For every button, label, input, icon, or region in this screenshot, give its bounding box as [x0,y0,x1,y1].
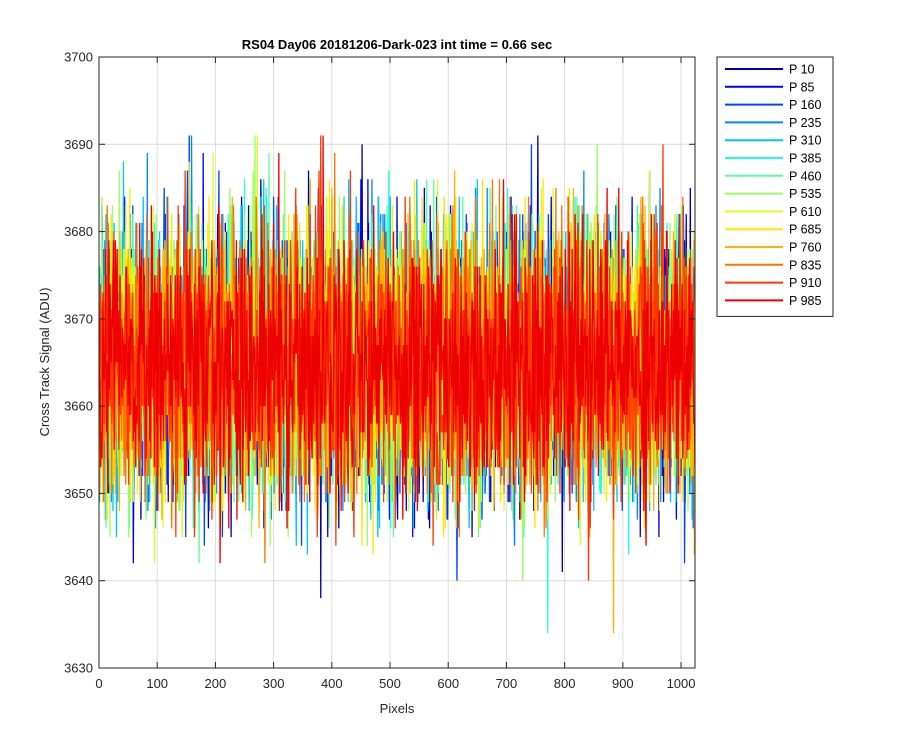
x-tick-label: 700 [496,676,518,691]
legend-label: P 235 [789,116,821,130]
y-tick-label: 3690 [64,137,93,152]
legend-label: P 985 [789,294,821,308]
y-tick-label: 3640 [64,573,93,588]
x-tick-label: 600 [437,676,459,691]
legend-label: P 460 [789,169,821,183]
series-line-p-985 [99,135,695,564]
axes-box [98,56,696,669]
legend-label: P 85 [789,80,815,94]
x-tick-label: 0 [95,676,102,691]
ticks: 0 100 200 300 400 500 600 700 800 900 1000 3630 3640… [64,50,695,692]
legend-label: P 10 [789,63,815,77]
x-tick-label: 800 [554,676,576,691]
series-layer [99,135,695,634]
x-axis-label: Pixels [380,701,415,716]
x-tick-label: 400 [321,676,343,691]
legend-label: P 385 [789,152,821,166]
legend-label: P 910 [789,276,821,290]
y-tick-label: 3660 [64,399,93,414]
x-tick-label: 200 [205,676,227,691]
y-axis-label: Cross Track Signal (ADU) [37,288,52,437]
x-tick-label: 300 [263,676,285,691]
legend-label: P 685 [789,223,821,237]
legend-box [716,56,834,317]
y-tick-label: 3670 [64,311,93,326]
x-tick-label: 900 [612,676,634,691]
legend-label: P 760 [789,241,821,255]
legend-label: P 535 [789,187,821,201]
legend: P 10 P 85 P 160 P 235 P 310 P 385 P 460 P 535 P … [716,56,834,317]
legend-label: P 310 [789,134,821,148]
x-tick-label: 1000 [667,676,696,691]
series-line-p-910 [99,135,695,581]
plot-area: 0 100 200 300 400 500 600 700 800 900 1000 3630 3640… [64,50,696,692]
chart-title: RS04 Day06 20181206-Dark-023 int time = … [242,37,552,52]
x-tick-label: 100 [146,676,168,691]
y-tick-label: 3680 [64,224,93,239]
y-tick-label: 3700 [64,50,93,65]
x-tick-label: 500 [379,676,401,691]
y-tick-label: 3650 [64,486,93,501]
legend-label: P 835 [789,258,821,272]
legend-label: P 610 [789,205,821,219]
y-tick-label: 3630 [64,661,93,676]
legend-label: P 160 [789,98,821,112]
